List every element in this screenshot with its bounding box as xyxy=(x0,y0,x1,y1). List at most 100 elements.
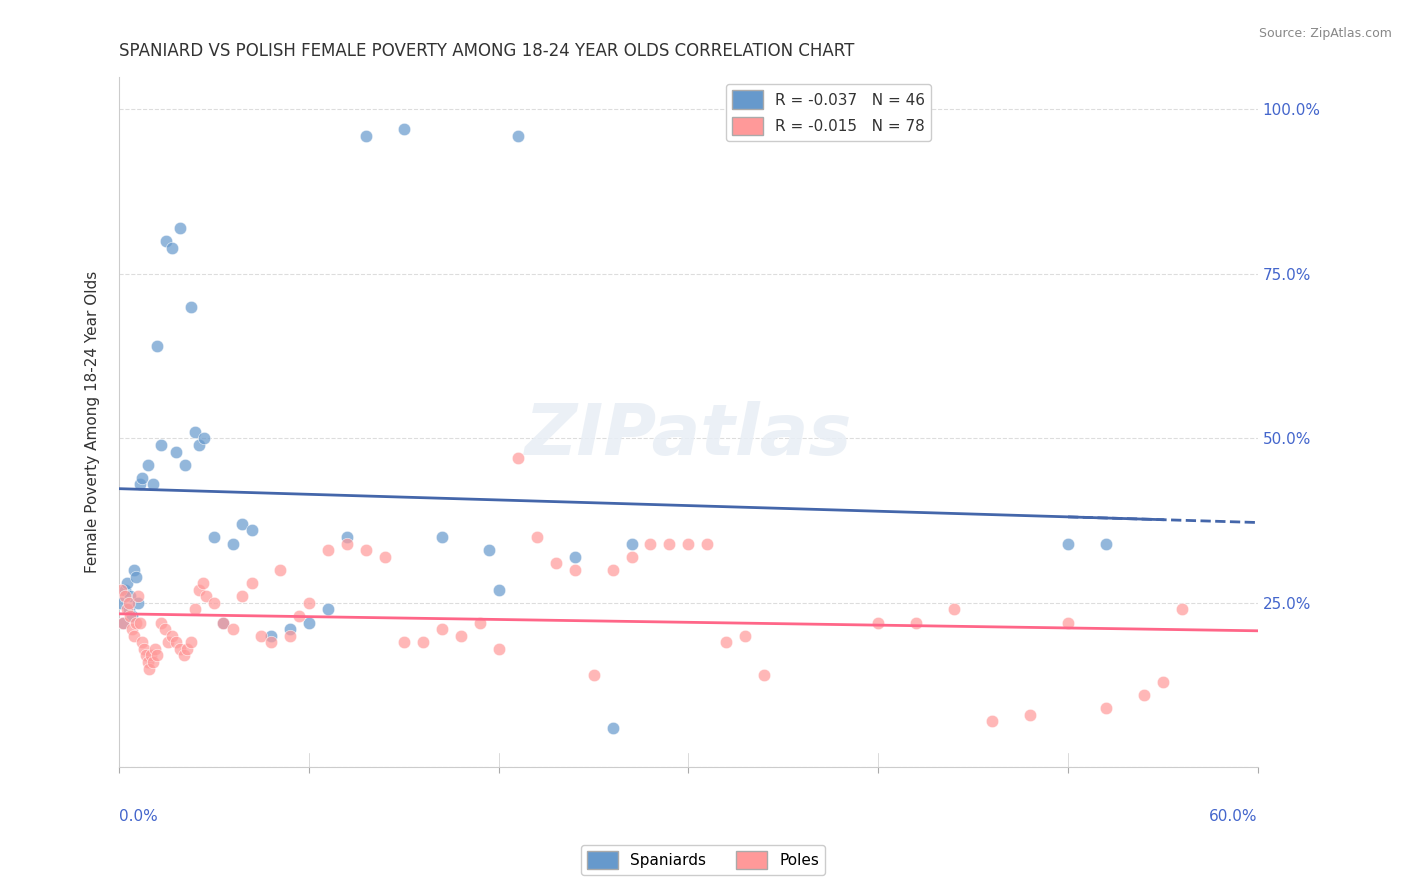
Poles xyxy=(1171,602,1194,616)
Poles xyxy=(1133,688,1156,702)
Poles xyxy=(173,648,195,663)
Poles xyxy=(288,609,311,624)
Poles xyxy=(176,641,198,656)
Poles xyxy=(468,615,491,630)
Spaniards xyxy=(392,122,415,136)
Poles xyxy=(120,609,142,624)
Spaniards xyxy=(202,530,225,544)
Poles xyxy=(640,536,662,550)
Spaniards xyxy=(354,128,377,143)
Spaniards xyxy=(160,241,183,255)
Spaniards xyxy=(278,622,301,636)
Poles xyxy=(943,602,966,616)
Text: SPANIARD VS POLISH FEMALE POVERTY AMONG 18-24 YEAR OLDS CORRELATION CHART: SPANIARD VS POLISH FEMALE POVERTY AMONG … xyxy=(120,42,855,60)
Poles xyxy=(136,655,159,669)
Spaniards xyxy=(117,602,139,616)
Poles xyxy=(122,629,145,643)
Spaniards xyxy=(146,339,169,353)
Spaniards xyxy=(602,721,624,735)
Poles xyxy=(129,615,152,630)
Poles xyxy=(169,641,191,656)
Spaniards xyxy=(240,524,263,538)
Poles xyxy=(374,549,396,564)
Spaniards xyxy=(136,458,159,472)
Poles xyxy=(754,668,776,682)
Poles xyxy=(127,589,149,603)
Poles xyxy=(544,557,567,571)
Spaniards xyxy=(506,128,529,143)
Poles xyxy=(146,648,169,663)
Text: 0.0%: 0.0% xyxy=(120,809,157,823)
Poles xyxy=(212,615,235,630)
Poles xyxy=(430,622,453,636)
Spaniards xyxy=(488,582,510,597)
Poles xyxy=(620,549,643,564)
Poles xyxy=(582,668,605,682)
Spaniards xyxy=(1057,536,1080,550)
Spaniards xyxy=(122,563,145,577)
Poles xyxy=(1019,707,1042,722)
Spaniards xyxy=(1095,536,1118,550)
Spaniards xyxy=(212,615,235,630)
Poles xyxy=(412,635,434,649)
Spaniards xyxy=(169,220,191,235)
Text: ZIPatlas: ZIPatlas xyxy=(524,401,852,470)
Poles xyxy=(149,615,172,630)
Poles xyxy=(734,629,756,643)
Spaniards xyxy=(131,471,153,485)
Poles xyxy=(142,655,165,669)
Poles xyxy=(117,596,139,610)
Spaniards xyxy=(298,615,321,630)
Spaniards xyxy=(430,530,453,544)
Spaniards xyxy=(184,425,207,439)
Spaniards xyxy=(142,477,165,491)
Spaniards xyxy=(125,569,148,583)
Spaniards xyxy=(149,438,172,452)
Poles xyxy=(180,635,202,649)
Poles xyxy=(143,641,166,656)
Poles xyxy=(222,622,245,636)
Spaniards xyxy=(231,516,253,531)
Spaniards xyxy=(336,530,359,544)
Poles xyxy=(184,602,207,616)
Spaniards xyxy=(165,444,187,458)
Poles xyxy=(392,635,415,649)
Poles xyxy=(111,615,134,630)
Poles xyxy=(905,615,928,630)
Poles xyxy=(488,641,510,656)
Poles xyxy=(160,629,183,643)
Spaniards xyxy=(260,629,283,643)
Poles xyxy=(125,615,148,630)
Poles xyxy=(1057,615,1080,630)
Poles xyxy=(526,530,548,544)
Spaniards xyxy=(111,615,134,630)
Poles xyxy=(157,635,180,649)
Poles xyxy=(165,635,187,649)
Spaniards xyxy=(620,536,643,550)
Spaniards xyxy=(115,576,138,591)
Poles xyxy=(1095,701,1118,715)
Poles xyxy=(153,622,176,636)
Legend: Spaniards, Poles: Spaniards, Poles xyxy=(581,845,825,875)
Poles xyxy=(110,582,132,597)
Poles xyxy=(260,635,283,649)
Text: 60.0%: 60.0% xyxy=(1209,809,1258,823)
Poles xyxy=(336,536,359,550)
Spaniards xyxy=(222,536,245,550)
Poles xyxy=(121,622,143,636)
Poles xyxy=(716,635,738,649)
Text: Source: ZipAtlas.com: Source: ZipAtlas.com xyxy=(1258,27,1392,40)
Poles xyxy=(354,543,377,558)
Poles xyxy=(316,543,339,558)
Poles xyxy=(231,589,253,603)
Poles xyxy=(195,589,218,603)
Poles xyxy=(278,629,301,643)
Spaniards xyxy=(180,300,202,314)
Spaniards xyxy=(121,609,143,624)
Spaniards xyxy=(174,458,197,472)
Spaniards xyxy=(114,582,136,597)
Poles xyxy=(114,589,136,603)
Y-axis label: Female Poverty Among 18-24 Year Olds: Female Poverty Among 18-24 Year Olds xyxy=(86,271,100,573)
Poles xyxy=(141,648,163,663)
Poles xyxy=(1152,674,1174,689)
